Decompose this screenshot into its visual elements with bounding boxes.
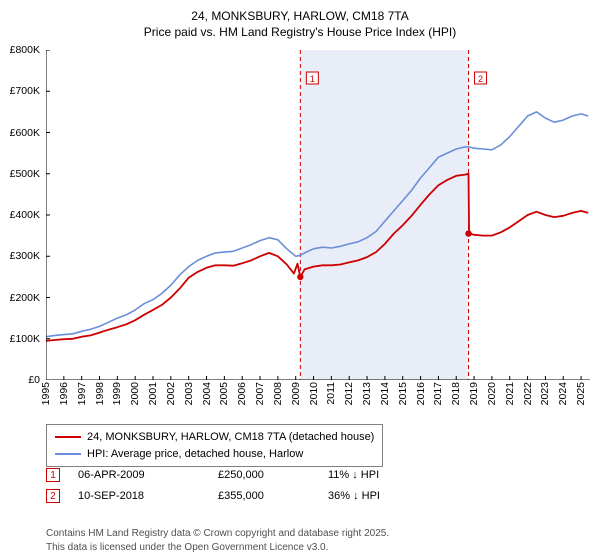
legend-row: HPI: Average price, detached house, Harl… (55, 446, 374, 463)
title-line1: 24, MONKSBURY, HARLOW, CM18 7TA (0, 8, 600, 24)
x-tick-label: 2004 (201, 382, 213, 405)
marker-date: 10-SEP-2018 (78, 487, 218, 506)
footer-line2: This data is licensed under the Open Gov… (46, 541, 389, 555)
marker-date: 06-APR-2009 (78, 466, 218, 485)
footer: Contains HM Land Registry data © Crown c… (46, 527, 389, 554)
legend: 24, MONKSBURY, HARLOW, CM18 7TA (detache… (46, 424, 383, 467)
y-tick-label: £300K (10, 250, 40, 262)
x-tick-label: 2025 (575, 382, 587, 405)
title-line2: Price paid vs. HM Land Registry's House … (0, 24, 600, 40)
y-tick-label: £200K (10, 292, 40, 304)
x-tick-label: 2006 (236, 382, 248, 405)
x-tick-label: 2011 (325, 382, 337, 405)
legend-swatch (55, 453, 81, 455)
marker-rows: 1 06-APR-2009£250,00011% ↓ HPI 2 10-SEP-201… (46, 466, 380, 507)
x-tick-label: 2020 (486, 382, 498, 405)
legend-row: 24, MONKSBURY, HARLOW, CM18 7TA (detache… (55, 429, 374, 446)
marker-row: 2 10-SEP-2018£355,00036% ↓ HPI (46, 487, 380, 506)
x-tick-label: 1997 (76, 382, 88, 405)
x-tick-label: 1999 (111, 382, 123, 405)
legend-label: 24, MONKSBURY, HARLOW, CM18 7TA (detache… (87, 429, 374, 446)
x-tick-label: 1995 (40, 382, 52, 405)
chart-area: 12 (46, 50, 590, 380)
x-tick-label: 2018 (450, 382, 462, 405)
x-tick-label: 2003 (183, 382, 195, 405)
y-tick-label: £100K (10, 333, 40, 345)
marker-badge: 2 (46, 489, 60, 503)
y-axis-ticks: £0£100K£200K£300K£400K£500K£600K£700K£80… (0, 50, 44, 380)
footer-line1: Contains HM Land Registry data © Crown c… (46, 527, 389, 541)
x-tick-label: 2024 (557, 382, 569, 405)
marker-price: £250,000 (218, 466, 328, 485)
x-tick-label: 2023 (539, 382, 551, 405)
y-tick-label: £600K (10, 127, 40, 139)
x-tick-label: 2005 (218, 382, 230, 405)
x-tick-label: 2002 (165, 382, 177, 405)
x-tick-label: 2021 (504, 382, 516, 405)
marker-delta: 36% ↓ HPI (328, 487, 380, 506)
x-tick-label: 2014 (379, 382, 391, 405)
marker-row: 1 06-APR-2009£250,00011% ↓ HPI (46, 466, 380, 485)
x-tick-label: 2022 (522, 382, 534, 405)
y-tick-label: £700K (10, 85, 40, 97)
x-tick-label: 2010 (308, 382, 320, 405)
chart-svg: 12 (46, 50, 590, 380)
x-tick-label: 2000 (129, 382, 141, 405)
y-tick-label: £500K (10, 168, 40, 180)
marker-delta: 11% ↓ HPI (328, 466, 379, 485)
x-tick-label: 2012 (343, 382, 355, 405)
x-tick-label: 2017 (432, 382, 444, 405)
x-tick-label: 2013 (361, 382, 373, 405)
y-tick-label: £400K (10, 209, 40, 221)
chart-container: 24, MONKSBURY, HARLOW, CM18 7TA Price pa… (0, 0, 600, 560)
title-block: 24, MONKSBURY, HARLOW, CM18 7TA Price pa… (0, 0, 600, 40)
x-tick-label: 1998 (94, 382, 106, 405)
x-tick-label: 2007 (254, 382, 266, 405)
x-axis-ticks: 1995199619971998199920002001200220032004… (46, 382, 590, 424)
x-tick-label: 2019 (468, 382, 480, 405)
legend-swatch (55, 436, 81, 438)
svg-text:1: 1 (310, 74, 315, 84)
marker-price: £355,000 (218, 487, 328, 506)
y-tick-label: £0 (28, 374, 40, 386)
legend-label: HPI: Average price, detached house, Harl… (87, 446, 303, 463)
marker-badge: 1 (46, 468, 60, 482)
x-tick-label: 2015 (397, 382, 409, 405)
x-tick-label: 2016 (415, 382, 427, 405)
x-tick-label: 2009 (290, 382, 302, 405)
svg-text:2: 2 (478, 74, 483, 84)
x-tick-label: 1996 (58, 382, 70, 405)
x-tick-label: 2001 (147, 382, 159, 405)
x-tick-label: 2008 (272, 382, 284, 405)
y-tick-label: £800K (10, 44, 40, 56)
